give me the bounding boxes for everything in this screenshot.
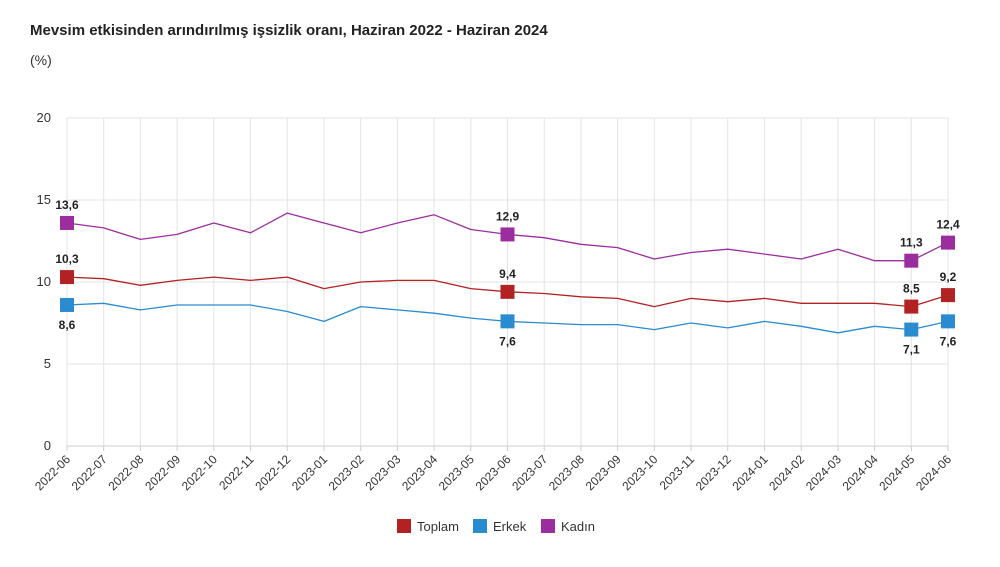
data-point-marker bbox=[904, 253, 919, 268]
y-tick-label: 5 bbox=[44, 356, 51, 371]
x-tick-label: 2024-06 bbox=[913, 452, 954, 493]
data-point-marker bbox=[904, 299, 919, 314]
data-point-marker bbox=[500, 227, 515, 242]
x-tick-label: 2023-05 bbox=[436, 452, 477, 493]
x-tick-label: 2023-02 bbox=[326, 452, 367, 493]
legend-swatch-toplam bbox=[397, 519, 411, 533]
data-label: 11,3 bbox=[900, 236, 923, 250]
gridlines bbox=[66, 117, 949, 447]
x-tick-label: 2023-04 bbox=[399, 452, 440, 493]
x-tick-label: 2024-05 bbox=[876, 452, 917, 493]
y-axis: 0 5 10 15 20 bbox=[37, 110, 51, 453]
y-tick-label: 15 bbox=[37, 192, 51, 207]
y-unit-label: (%) bbox=[30, 52, 52, 68]
x-tick-label: 2023-03 bbox=[362, 452, 403, 493]
data-label: 7,1 bbox=[903, 343, 920, 357]
data-point-marker bbox=[60, 297, 74, 312]
data-label: 7,6 bbox=[499, 334, 516, 348]
x-axis: 2022-062022-072022-082022-092022-102022-… bbox=[32, 445, 954, 493]
x-tick-label: 2023-09 bbox=[583, 452, 624, 493]
x-tick-label: 2022-10 bbox=[179, 452, 220, 493]
x-tick-label: 2024-03 bbox=[803, 452, 844, 493]
y-tick-label: 20 bbox=[37, 110, 51, 125]
y-tick-label: 0 bbox=[44, 438, 51, 453]
data-point-marker bbox=[941, 235, 955, 250]
highlight-markers: 10,3 9,4 8,5 9,2 8,6 7,6 7,1 7,6 13,6 12,9 11,3 12,… bbox=[55, 198, 960, 357]
x-tick-label: 2022-12 bbox=[252, 452, 293, 493]
x-tick-label: 2024-02 bbox=[766, 452, 807, 493]
chart-title: Mevsim etkisinden arındırılmış işsizlik … bbox=[30, 22, 548, 39]
x-tick-label: 2022-06 bbox=[32, 452, 73, 493]
data-point-marker bbox=[500, 314, 515, 329]
x-tick-label: 2022-08 bbox=[105, 452, 146, 493]
data-label: 9,4 bbox=[499, 267, 516, 281]
x-tick-label: 2024-01 bbox=[730, 452, 771, 493]
legend-swatch-kadın bbox=[541, 519, 555, 533]
x-tick-label: 2023-07 bbox=[509, 452, 550, 493]
y-tick-label: 10 bbox=[37, 274, 51, 289]
legend-swatch-erkek bbox=[473, 519, 487, 533]
x-tick-label: 2023-12 bbox=[693, 452, 734, 493]
data-point-marker bbox=[60, 215, 74, 230]
data-point-marker bbox=[500, 284, 515, 299]
data-label: 12,4 bbox=[936, 218, 960, 232]
x-tick-label: 2022-07 bbox=[69, 452, 110, 493]
data-label: 9,2 bbox=[940, 270, 957, 284]
data-label: 13,6 bbox=[55, 198, 79, 212]
x-tick-label: 2023-10 bbox=[619, 452, 660, 493]
legend-label: Erkek bbox=[493, 519, 527, 534]
legend-label: Kadın bbox=[561, 519, 595, 534]
legend: Toplam Erkek Kadın bbox=[397, 519, 595, 534]
data-point-marker bbox=[941, 288, 955, 303]
data-label: 12,9 bbox=[496, 209, 520, 223]
data-label: 8,6 bbox=[59, 318, 76, 332]
x-tick-label: 2022-09 bbox=[142, 452, 183, 493]
data-point-marker bbox=[941, 314, 955, 329]
data-label: 7,6 bbox=[940, 334, 957, 348]
legend-label: Toplam bbox=[417, 519, 459, 534]
data-label: 8,5 bbox=[903, 282, 920, 296]
x-tick-label: 2023-08 bbox=[546, 452, 587, 493]
x-tick-label: 2022-11 bbox=[216, 452, 257, 493]
data-point-marker bbox=[904, 322, 919, 337]
x-tick-label: 2023-01 bbox=[289, 452, 330, 493]
data-label: 10,3 bbox=[55, 252, 79, 266]
x-tick-label: 2023-11 bbox=[657, 452, 698, 493]
x-tick-label: 2023-06 bbox=[473, 452, 514, 493]
data-point-marker bbox=[60, 270, 74, 285]
x-tick-label: 2024-04 bbox=[840, 452, 881, 493]
